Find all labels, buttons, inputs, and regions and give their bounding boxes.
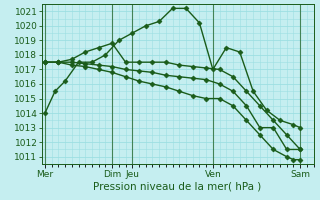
X-axis label: Pression niveau de la mer( hPa ): Pression niveau de la mer( hPa ): [93, 181, 262, 191]
